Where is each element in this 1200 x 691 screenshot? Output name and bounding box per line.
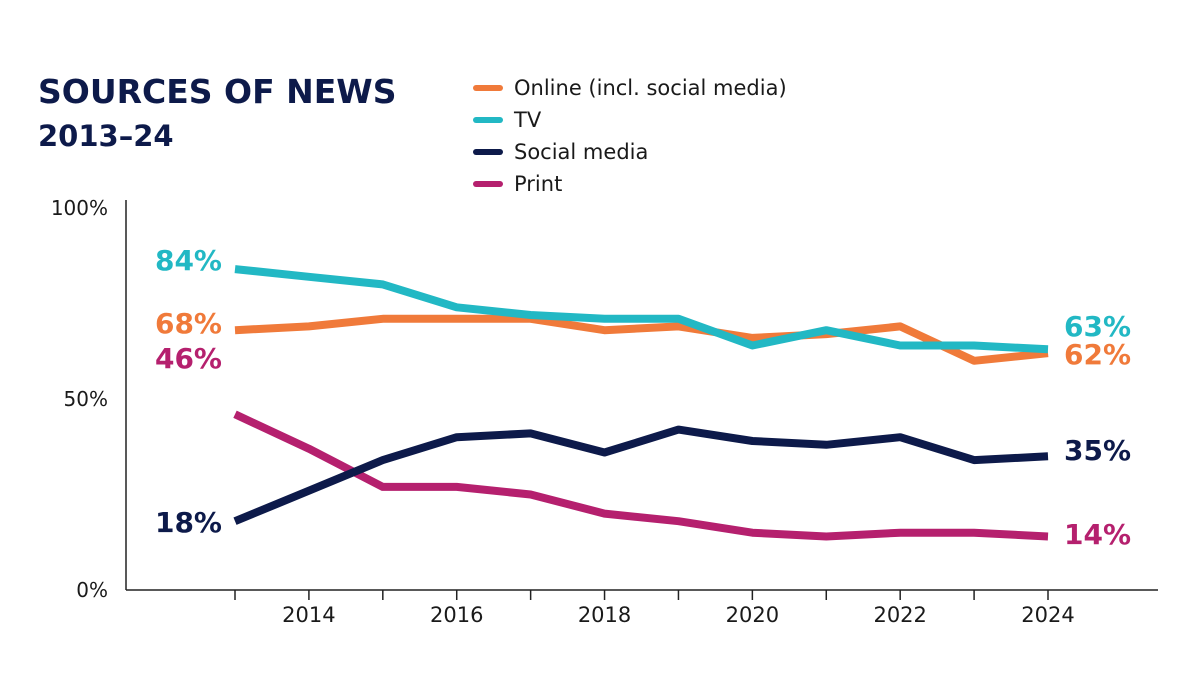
data-label-start: 68% xyxy=(155,307,222,340)
legend-label: TV xyxy=(513,108,542,132)
series-line-social-media xyxy=(233,425,1049,525)
axes: 0% 50% 100% 2014 2016 2018 2020 2022 2024 xyxy=(51,196,1158,627)
data-labels: 68% 62% 84% 63% 18% 35% 46% 14% xyxy=(155,244,1131,551)
x-tick-label: 2018 xyxy=(578,603,631,627)
series-line-print xyxy=(233,410,1049,541)
x-tick-label: 2016 xyxy=(430,603,483,627)
series-lines xyxy=(233,265,1049,541)
x-tick-label: 2024 xyxy=(1021,603,1074,627)
y-tick-label: 0% xyxy=(76,578,108,602)
data-label-end: 62% xyxy=(1064,338,1131,371)
series-line-tv xyxy=(234,265,1049,354)
data-label-end: 35% xyxy=(1064,434,1131,467)
data-label-start: 18% xyxy=(155,506,222,539)
x-tick-label: 2020 xyxy=(726,603,779,627)
x-tick-label: 2014 xyxy=(282,603,335,627)
x-tick-label: 2022 xyxy=(873,603,926,627)
data-label-end: 63% xyxy=(1064,310,1131,343)
chart-title: SOURCES OF NEWS xyxy=(38,72,396,111)
data-label-start: 84% xyxy=(155,244,222,277)
y-tick-label: 100% xyxy=(51,196,108,220)
data-label-end: 14% xyxy=(1064,518,1131,551)
data-label-start: 46% xyxy=(155,342,222,375)
series-line-online-incl-social-media xyxy=(234,314,1049,365)
legend-label: Online (incl. social media) xyxy=(514,76,787,100)
legend: Online (incl. social media) TV Social medi… xyxy=(473,76,787,196)
y-tick-label: 50% xyxy=(64,387,108,411)
legend-label: Social media xyxy=(514,140,648,164)
legend-label: Print xyxy=(514,172,562,196)
chart-subtitle: 2013–24 xyxy=(38,119,174,153)
